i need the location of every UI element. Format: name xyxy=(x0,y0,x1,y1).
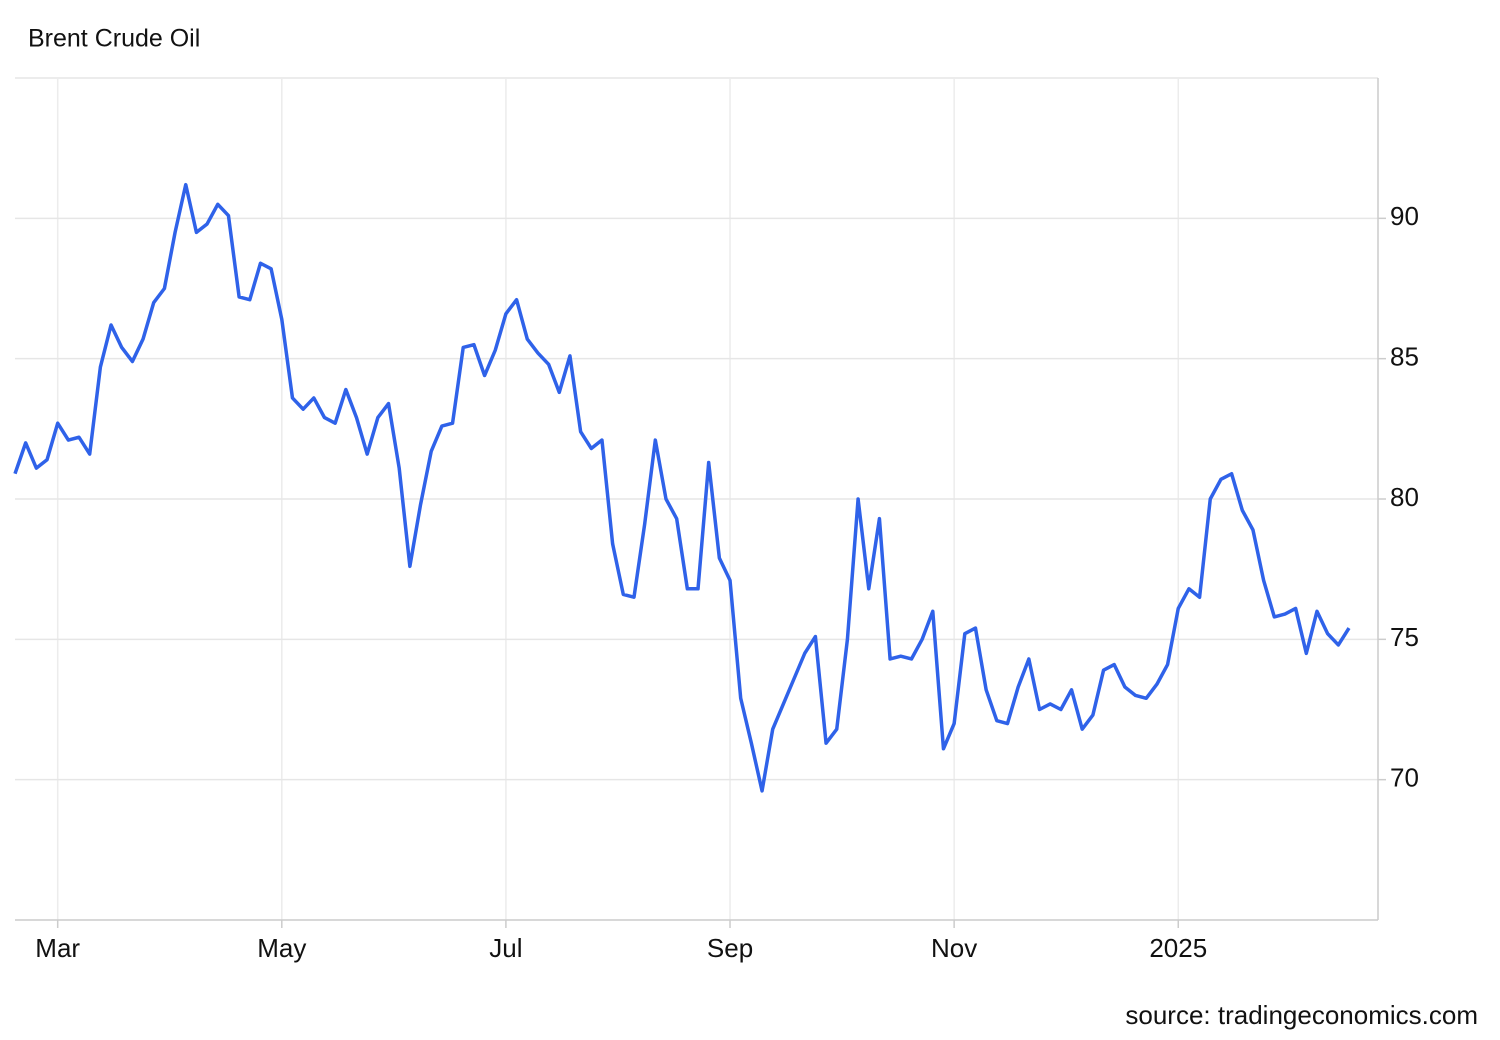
y-tick-label: 80 xyxy=(1390,482,1419,512)
chart-title: Brent Crude Oil xyxy=(28,25,200,53)
x-tick-label: Jul xyxy=(489,933,522,963)
price-line xyxy=(13,182,1351,793)
y-tick-label: 70 xyxy=(1390,763,1419,793)
y-tick-label: 75 xyxy=(1390,622,1419,652)
x-tick-label: May xyxy=(257,933,306,963)
x-tick-label: Sep xyxy=(707,933,753,963)
source: source: tradingeconomics.com xyxy=(1125,1000,1478,1030)
x-tick-label: Mar xyxy=(35,933,80,963)
x-tick-label: Nov xyxy=(931,933,977,963)
y-tick-label: 85 xyxy=(1390,342,1419,372)
x-tick-label: 2025 xyxy=(1149,933,1207,963)
y-tick-label: 90 xyxy=(1390,201,1419,231)
